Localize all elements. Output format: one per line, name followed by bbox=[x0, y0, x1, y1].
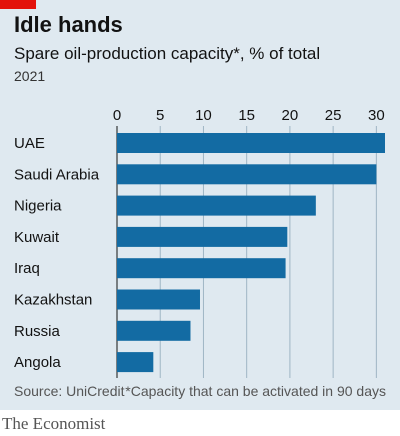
category-label: Nigeria bbox=[14, 198, 62, 215]
category-label: Russia bbox=[14, 323, 61, 340]
category-label: Iraq bbox=[14, 260, 40, 277]
bar bbox=[117, 226, 288, 247]
x-tick-label: 10 bbox=[195, 107, 212, 124]
brand-red-tag bbox=[0, 0, 36, 9]
bar bbox=[117, 352, 154, 373]
x-tick-label: 30 bbox=[368, 107, 385, 124]
category-label: Saudi Arabia bbox=[14, 166, 100, 183]
bar bbox=[117, 164, 377, 185]
chart-title: Idle hands bbox=[14, 12, 123, 37]
x-tick-label: 0 bbox=[113, 107, 121, 124]
x-tick-label: 20 bbox=[282, 107, 299, 124]
x-tick-label: 5 bbox=[156, 107, 164, 124]
bar bbox=[117, 320, 191, 341]
bar bbox=[117, 133, 385, 153]
economist-logo: The Economist bbox=[2, 414, 106, 433]
bar bbox=[117, 195, 316, 216]
category-label: Kuwait bbox=[14, 229, 60, 246]
bar-chart: 0 5 10 15 20 25 30 UAE Saudi Arabia Nigeria Kuwait… bbox=[14, 107, 385, 378]
chart-subtitle: Spare oil-production capacity*, % of tot… bbox=[14, 44, 321, 63]
category-label: Kazakhstan bbox=[14, 292, 92, 309]
footnote: *Capacity that can be activated in 90 da… bbox=[125, 383, 386, 399]
bar bbox=[117, 258, 286, 279]
chart-year: 2021 bbox=[14, 68, 46, 84]
bar bbox=[117, 289, 200, 310]
x-tick-label: 25 bbox=[325, 107, 342, 124]
category-label: Angola bbox=[14, 354, 61, 371]
x-tick-label: 15 bbox=[238, 107, 255, 124]
source-note: Source: UniCredit bbox=[14, 383, 125, 399]
category-label: UAE bbox=[14, 135, 45, 152]
